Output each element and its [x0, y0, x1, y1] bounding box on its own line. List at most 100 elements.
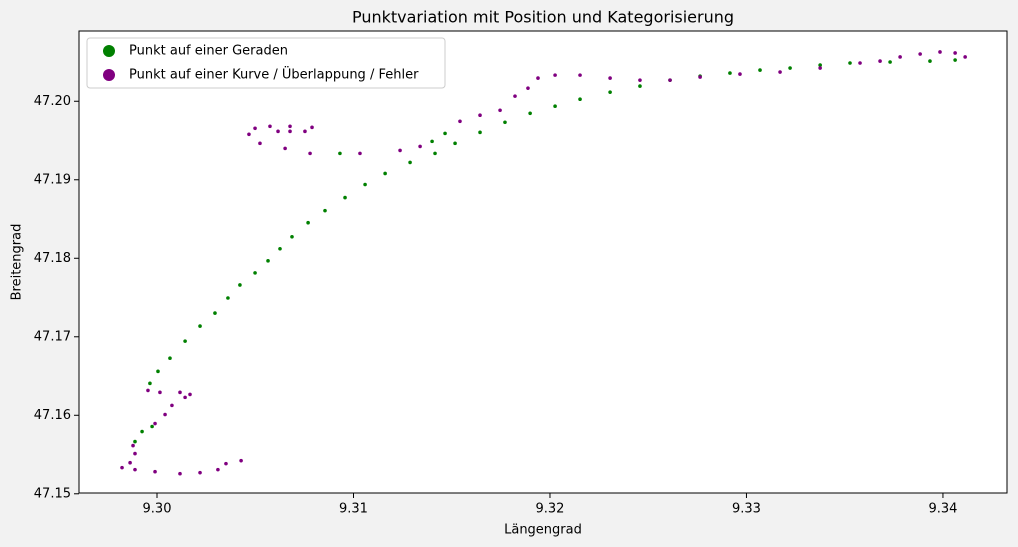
point — [553, 73, 557, 77]
point — [158, 390, 162, 395]
point — [226, 296, 230, 300]
point — [478, 113, 482, 118]
point — [183, 395, 187, 400]
point — [308, 151, 312, 156]
point — [758, 68, 762, 72]
point — [224, 461, 228, 466]
point — [306, 220, 310, 225]
point — [503, 120, 507, 125]
point — [153, 421, 157, 426]
point — [398, 148, 402, 153]
point — [738, 72, 742, 76]
x-tick-label: 9.33 — [732, 502, 761, 517]
y-tick-label: 47.17 — [34, 329, 71, 344]
x-tick-label: 9.34 — [928, 502, 957, 517]
point — [216, 467, 220, 472]
point — [408, 160, 412, 165]
point — [178, 390, 182, 395]
point — [433, 151, 437, 156]
point — [728, 71, 732, 75]
y-tick-label: 47.15 — [34, 486, 71, 501]
point — [253, 271, 257, 275]
point — [338, 151, 342, 156]
y-axis-label: Breitengrad — [10, 224, 25, 301]
point — [358, 151, 362, 156]
point — [818, 63, 822, 67]
point — [878, 59, 882, 63]
point — [238, 283, 242, 287]
point — [323, 208, 327, 213]
point — [128, 460, 132, 465]
point — [247, 132, 251, 137]
point — [198, 470, 202, 475]
point — [526, 86, 530, 90]
point — [150, 424, 154, 429]
point — [168, 356, 172, 361]
point — [578, 73, 582, 77]
point — [453, 141, 457, 146]
point — [498, 108, 502, 113]
point — [698, 75, 702, 79]
point — [430, 139, 434, 144]
point — [536, 76, 540, 80]
point — [963, 55, 967, 59]
point — [163, 412, 167, 417]
x-axis-label: Längengrad — [504, 523, 582, 538]
point — [443, 131, 447, 136]
point — [170, 403, 174, 408]
y-tick-label: 47.20 — [34, 94, 71, 109]
point — [343, 195, 347, 200]
point — [608, 90, 612, 94]
point — [668, 78, 672, 82]
point — [178, 471, 182, 476]
point — [258, 141, 262, 146]
point — [383, 171, 387, 176]
point — [283, 146, 287, 151]
point — [638, 84, 642, 88]
point — [938, 50, 942, 54]
point — [898, 55, 902, 59]
point — [253, 126, 257, 131]
x-tick-label: 9.31 — [339, 502, 368, 517]
point — [310, 125, 314, 130]
point — [953, 58, 957, 62]
point — [148, 381, 152, 386]
point — [133, 439, 137, 444]
point — [848, 61, 852, 65]
x-tick-label: 9.32 — [535, 502, 564, 517]
point — [153, 469, 157, 474]
point — [276, 129, 280, 134]
point — [120, 465, 124, 470]
point — [458, 119, 462, 124]
legend-label: Punkt auf einer Geraden — [129, 44, 288, 59]
point — [213, 311, 217, 315]
plot-area — [78, 30, 1008, 494]
point — [363, 182, 367, 187]
point — [288, 124, 292, 129]
y-tick-label: 47.16 — [34, 408, 71, 423]
legend-marker — [103, 45, 115, 57]
point — [578, 97, 582, 102]
y-tick-label: 47.19 — [34, 172, 71, 187]
point — [140, 429, 144, 434]
point — [513, 94, 517, 98]
point — [478, 130, 482, 135]
point — [266, 259, 270, 263]
point — [788, 66, 792, 70]
point — [918, 52, 922, 56]
point — [953, 51, 957, 55]
point — [858, 61, 862, 65]
point — [278, 246, 282, 251]
point — [133, 451, 137, 456]
point — [146, 388, 150, 393]
point — [528, 111, 532, 116]
point — [638, 78, 642, 82]
legend-marker — [103, 69, 115, 81]
legend-label: Punkt auf einer Kurve / Überlappung / Fe… — [129, 66, 419, 83]
point — [888, 60, 892, 64]
point — [418, 144, 422, 149]
point — [131, 443, 135, 448]
point — [553, 104, 557, 109]
point — [198, 324, 202, 328]
